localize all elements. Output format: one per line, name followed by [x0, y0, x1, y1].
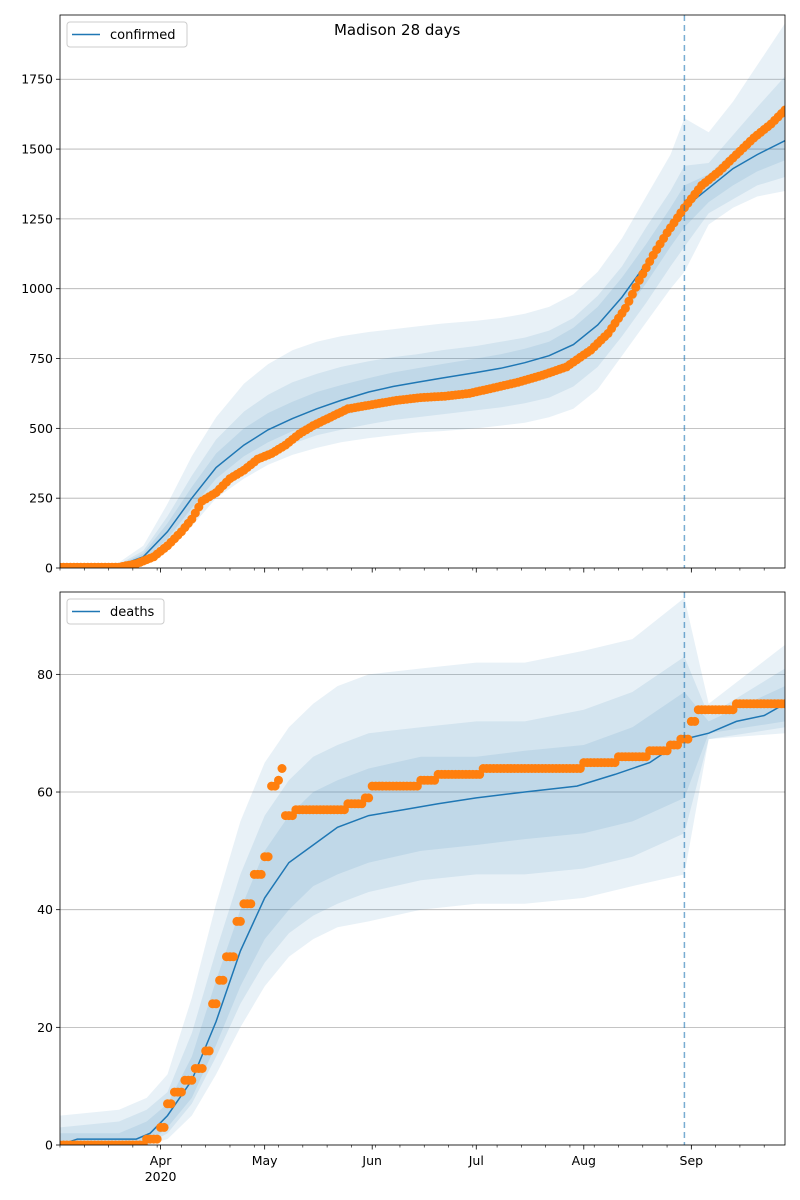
y-tick-label: 40 — [37, 902, 53, 917]
observed-point — [631, 282, 641, 292]
legend-label: deaths — [110, 605, 155, 620]
observed-point — [228, 952, 238, 962]
observed-point — [780, 105, 785, 115]
x-tick-label: Aug — [572, 1153, 596, 1168]
axes-frame — [59, 14, 786, 569]
observed-point — [218, 975, 228, 985]
y-tick-label: 250 — [29, 491, 53, 506]
uncertainty-band-1 — [60, 23, 785, 568]
observed-point — [277, 764, 287, 773]
observed-point — [263, 852, 273, 862]
confirmed-panel: 0 250 500 750 1000 1250 1500 1750 Madison 28 day… — [21, 14, 786, 576]
uncertainty-band-1 — [60, 597, 785, 1145]
observed-point — [690, 716, 700, 726]
chart-title: Madison 28 days — [334, 21, 461, 39]
y-tick-label: 500 — [29, 421, 53, 436]
observed-point — [256, 869, 266, 879]
x-tick-sublabel: 2020 — [145, 1169, 177, 1184]
observed-point — [683, 734, 693, 744]
uncertainty-band-3 — [60, 112, 785, 568]
observed-point — [246, 899, 256, 909]
observed-point — [197, 1064, 207, 1073]
observed-point — [624, 296, 634, 306]
observed-point — [235, 916, 245, 926]
y-tick-label: 1500 — [21, 142, 53, 157]
observed-point — [159, 1122, 169, 1132]
observed-point — [152, 1134, 162, 1144]
y-tick-label: 20 — [37, 1020, 53, 1035]
y-tick-label: 60 — [37, 785, 53, 800]
observed-point — [204, 1046, 214, 1056]
x-tick-label: May — [252, 1153, 278, 1168]
y-tick-label: 1750 — [21, 72, 53, 87]
y-tick-label: 0 — [45, 1138, 53, 1153]
y-tick-label: 750 — [29, 351, 53, 366]
observed-point — [627, 289, 637, 299]
legend-label: confirmed — [110, 28, 176, 43]
y-tick-label: 1000 — [21, 281, 53, 296]
observed-point — [274, 775, 283, 785]
observed-points — [60, 105, 785, 568]
legend-box — [66, 598, 165, 625]
x-tick-label: Jul — [468, 1153, 484, 1168]
y-tick-label: 1250 — [21, 211, 53, 226]
observed-point — [364, 793, 374, 803]
y-tick-label: 80 — [37, 667, 53, 682]
x-tick-label: Sep — [680, 1153, 704, 1168]
observed-point — [166, 1099, 176, 1109]
plot-area — [60, 597, 785, 1145]
legend-box — [66, 21, 188, 48]
uncertainty-band-2 — [60, 76, 785, 568]
observed-point — [211, 999, 221, 1009]
uncertainty-band-3 — [60, 686, 785, 1145]
observed-point — [620, 303, 630, 313]
observed-points — [60, 699, 785, 1145]
observed-point — [780, 699, 785, 709]
plot-area — [60, 23, 785, 568]
observed-point — [187, 1075, 197, 1085]
x-tick-label: Apr — [150, 1153, 172, 1168]
axes-frame — [59, 591, 786, 1146]
observed-point — [176, 1087, 186, 1097]
x-tick-label: Jun — [361, 1153, 382, 1168]
y-tick-label: 0 — [45, 561, 53, 576]
uncertainty-band-2 — [60, 656, 785, 1145]
